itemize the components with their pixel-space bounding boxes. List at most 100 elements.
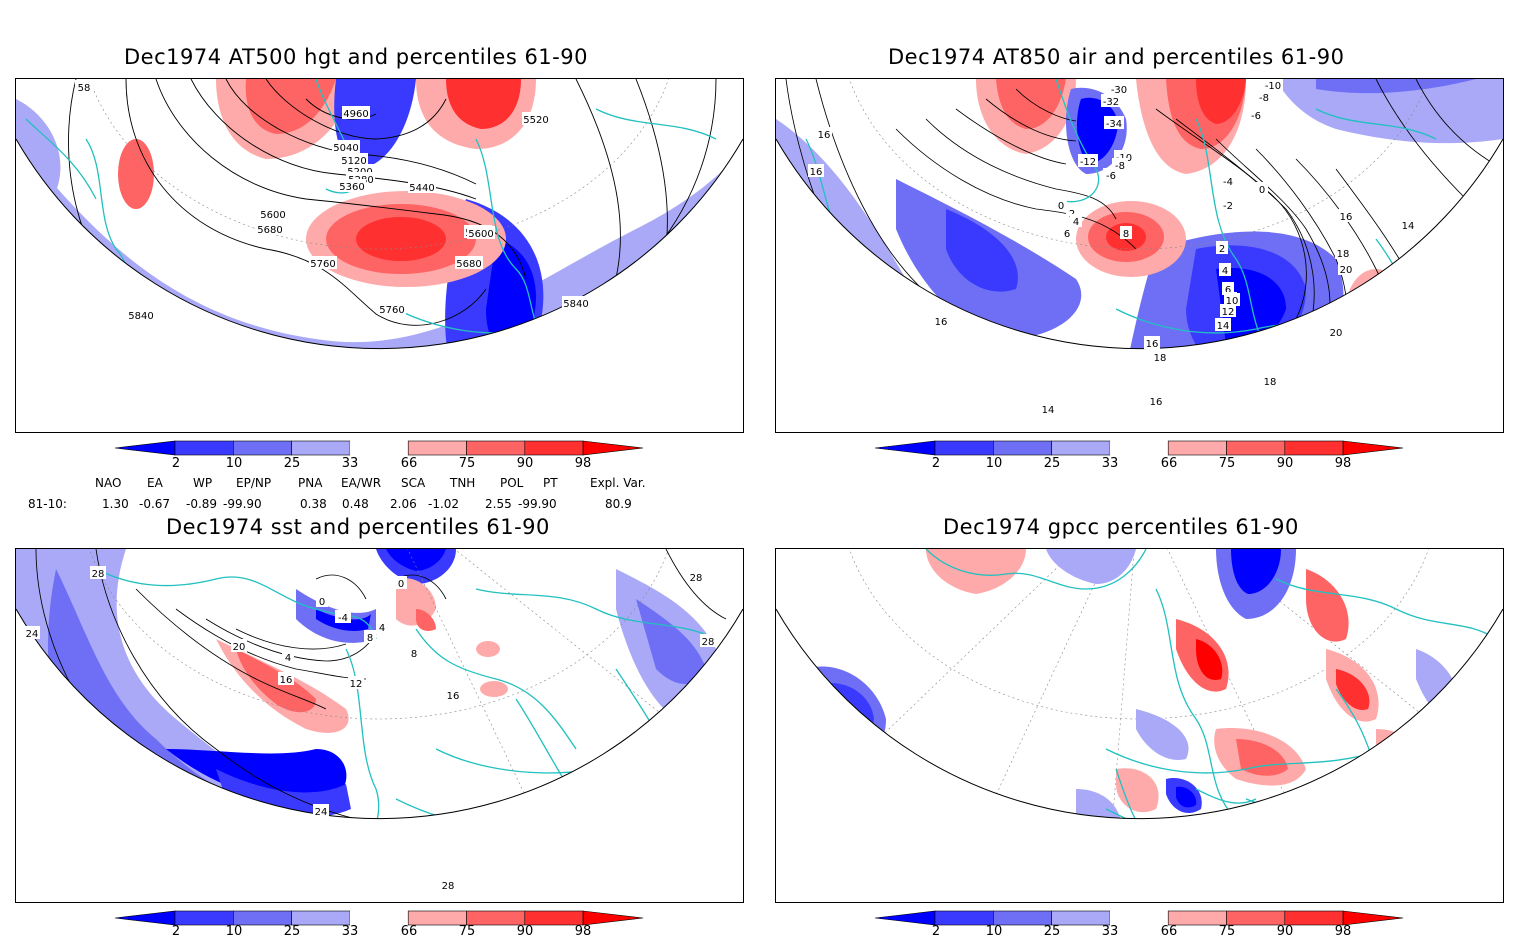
contour-labels-500hgt: 4960 5040 5120 5200 5280 5360 5440 5520 …: [75, 80, 590, 322]
contour-label: 16: [935, 317, 948, 328]
contour-label: -34: [1106, 119, 1122, 130]
colorbar-segment: [1342, 440, 1404, 456]
colorbar-label: 2: [931, 456, 941, 471]
colorbar-segment: [174, 910, 234, 926]
colorbar-label: 90: [516, 924, 534, 939]
colorbar-label: 75: [458, 924, 476, 939]
contour-label: 16: [447, 691, 460, 702]
map-500hgt: 4960 5040 5120 5200 5280 5360 5440 5520 …: [16, 79, 743, 350]
index-header: PNA: [298, 476, 323, 490]
contour-label: 0: [1259, 185, 1265, 196]
colorbar-segment: [466, 910, 526, 926]
contour-label: 14: [1402, 221, 1415, 232]
contour-label: -10: [1265, 81, 1281, 92]
contour-label: 5440: [409, 183, 434, 194]
contour-label: 28: [92, 569, 105, 580]
contour-labels-sst: 28 24 0 20 4 -4 0 4 8 16 12 16 8 24 28 2…: [24, 566, 716, 892]
colorbar-segment: [1226, 910, 1286, 926]
contour-label: 5680: [456, 259, 481, 270]
map-panel-gpcc: [775, 548, 1504, 903]
contour-label: 28: [442, 881, 455, 892]
colorbar-label: 66: [1160, 924, 1178, 939]
index-value: 0.48: [342, 497, 369, 511]
contour-label: 16: [1150, 397, 1163, 408]
contour-label: 16: [1340, 212, 1353, 223]
colorbar-label: 25: [1043, 456, 1061, 471]
colorbar-segment: [1284, 910, 1344, 926]
colorbar-segment: [582, 910, 644, 926]
index-header: Expl. Var.: [590, 476, 646, 490]
contour-label: 14: [1217, 321, 1230, 332]
contour-label: -30: [1111, 85, 1127, 96]
colorbar-segment: [875, 910, 936, 926]
colorbar-segment: [233, 910, 292, 926]
contour-label: 24: [315, 807, 328, 818]
contour-label: 16: [1146, 339, 1159, 350]
colorbar-top-left: [115, 440, 644, 456]
contour-label: 4: [379, 623, 385, 634]
contour-label: 4: [285, 653, 291, 664]
contour-label: 16: [810, 167, 823, 178]
index-value: 1.30: [102, 497, 129, 511]
index-header: POL: [500, 476, 524, 490]
colorbar-segment: [934, 440, 994, 456]
contour-label: 12: [350, 679, 363, 690]
contour-label: 14: [1042, 405, 1055, 416]
panel-title-850air: Dec1974 AT850 air and percentiles 61-90: [888, 45, 1345, 69]
panel-title-gpcc: Dec1974 gpcc percentiles 61-90: [943, 515, 1299, 539]
index-value: 2.55: [485, 497, 512, 511]
contour-label: 28: [702, 637, 715, 648]
contour-label: 5760: [379, 305, 404, 316]
colorbar-segment: [1167, 910, 1227, 926]
colorbar-label: 33: [1101, 924, 1119, 939]
contour-label: -4: [338, 613, 348, 624]
contour-label: 5600: [468, 229, 493, 240]
index-value: 0.38: [300, 497, 327, 511]
contour-label: -6: [1251, 111, 1261, 122]
contour-label: 5840: [563, 299, 588, 310]
index-value: -99.90: [223, 497, 262, 511]
colorbar-label: 33: [341, 924, 359, 939]
colorbar-label: 75: [458, 456, 476, 471]
colorbar-segment: [407, 910, 467, 926]
colorbar-segment: [115, 910, 176, 926]
contour-label: 20: [1340, 265, 1353, 276]
colorbar-label: 98: [574, 924, 592, 939]
colorbar-label: 75: [1218, 456, 1236, 471]
contour-label: 5360: [339, 182, 364, 193]
contour-label: 4960: [343, 109, 368, 120]
colorbar-segment: [291, 440, 351, 456]
index-header: EA/WR: [341, 476, 382, 490]
colorbar-label: 2: [171, 924, 181, 939]
colorbar-segment: [1167, 440, 1227, 456]
colorbar-label: 10: [985, 924, 1003, 939]
contour-label: 4: [1073, 217, 1079, 228]
colorbar-label: 10: [985, 456, 1003, 471]
index-header: PT: [543, 476, 558, 490]
contour-label: 0: [319, 597, 325, 608]
colorbar-label: 10: [225, 924, 243, 939]
contour-label: 10: [1226, 296, 1239, 307]
contour-label: 0: [398, 579, 404, 590]
contour-label: 16: [280, 675, 293, 686]
index-value: 80.9: [605, 497, 632, 511]
contour-label: -12: [1080, 157, 1096, 168]
colorbar-segment: [407, 440, 467, 456]
contour-label: 18: [1264, 377, 1277, 388]
colorbar-segment: [1051, 910, 1111, 926]
index-header: EP/NP: [236, 476, 272, 490]
map-panel-500hgt: 4960 5040 5120 5200 5280 5360 5440 5520 …: [15, 78, 744, 433]
colorbar-label: 66: [1160, 456, 1178, 471]
index-header: TNH: [450, 476, 476, 490]
colorbar-segment: [1109, 911, 1169, 925]
colorbar-segment: [115, 440, 176, 456]
contour-label: -8: [1115, 161, 1125, 172]
contour-label: 5520: [523, 115, 548, 126]
contour-label: 2: [1219, 244, 1225, 255]
map-panel-sst: 28 24 0 20 4 -4 0 4 8 16 12 16 8 24 28 2…: [15, 548, 744, 903]
colorbar-label: 90: [1276, 456, 1294, 471]
colorbar-label: 98: [1334, 456, 1352, 471]
contour-label: 18: [1337, 249, 1350, 260]
colorbar-segment: [582, 440, 644, 456]
contour-label: 8: [411, 649, 417, 660]
